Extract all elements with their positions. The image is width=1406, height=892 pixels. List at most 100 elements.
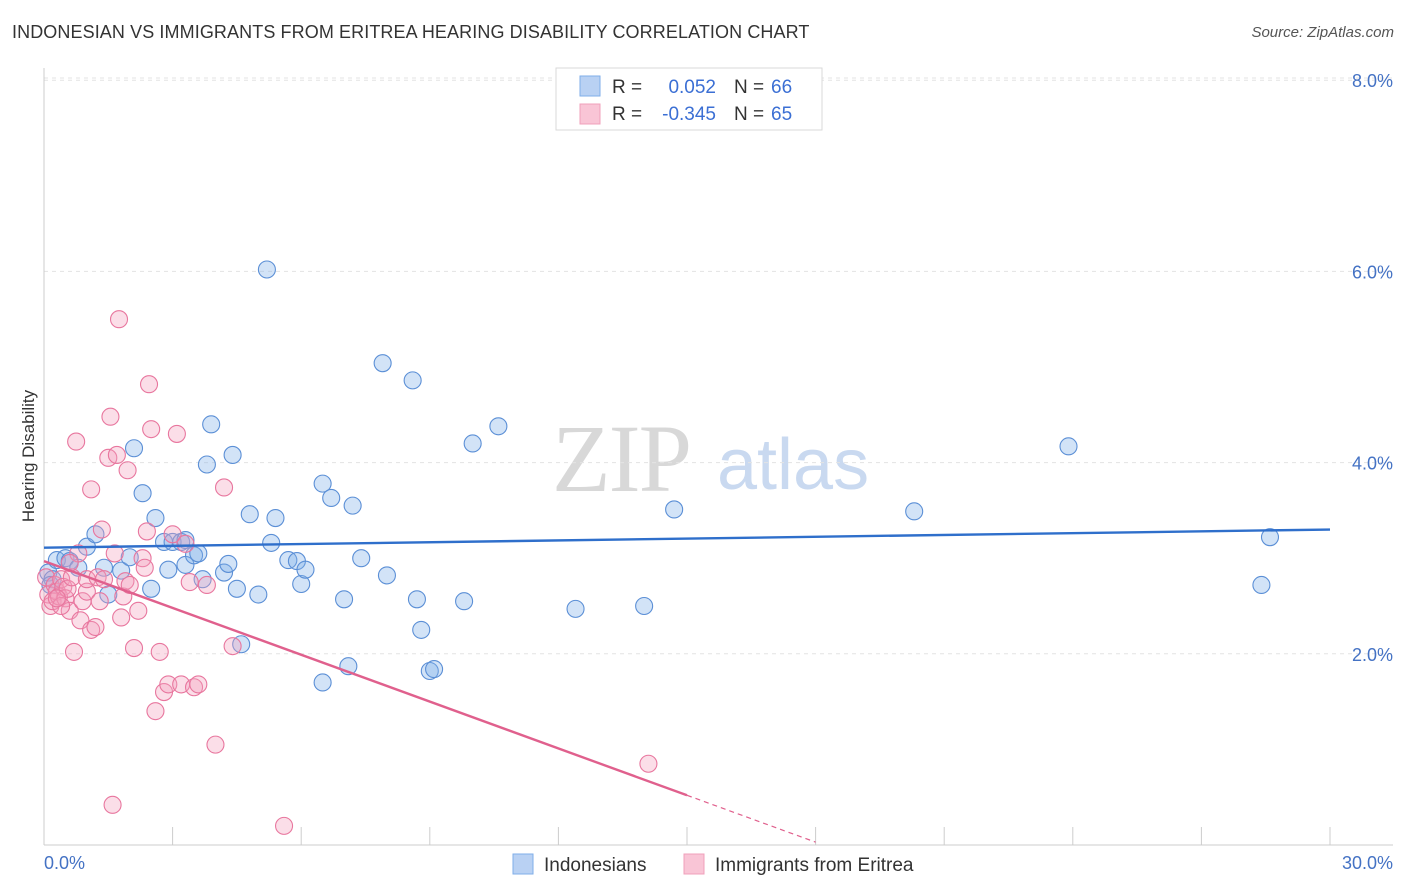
indonesian-point xyxy=(665,500,684,519)
indonesian-point xyxy=(425,660,444,679)
eritrea-point xyxy=(112,608,131,627)
eritrea-point xyxy=(82,480,101,499)
indonesian-point xyxy=(219,554,238,573)
eritrea-point xyxy=(86,617,105,637)
y-axis-label: Hearing Disability xyxy=(19,389,38,522)
indonesian-point xyxy=(292,574,311,594)
bottom-legend-swatch-indonesians xyxy=(512,853,534,875)
eritrea-point xyxy=(139,375,159,394)
indonesian-point xyxy=(257,260,276,279)
indonesian-point xyxy=(407,590,426,609)
eritrea-point xyxy=(135,558,154,577)
indonesian-point xyxy=(412,620,431,639)
indonesian-point xyxy=(463,434,482,453)
legend-box: R = 0.052 N = 66 R = -0.345 N = 65 xyxy=(555,67,823,131)
indonesian-point xyxy=(489,417,508,436)
eritrea-point xyxy=(77,582,96,601)
legend-n-value-1: 66 xyxy=(771,77,792,98)
indonesian-point xyxy=(142,579,161,598)
chart-title: INDONESIAN VS IMMIGRANTS FROM ERITREA HE… xyxy=(12,22,810,42)
eritrea-point xyxy=(146,702,165,721)
eritrea-point xyxy=(92,520,111,539)
indonesian-point xyxy=(313,474,332,493)
indonesian-point xyxy=(455,592,474,611)
eritrea-point xyxy=(275,816,294,835)
eritrea-point xyxy=(105,544,124,563)
eritrea-point xyxy=(223,637,242,656)
eritrea-point xyxy=(109,310,129,329)
watermark-zip: ZIP xyxy=(552,405,690,512)
indonesian-point xyxy=(1059,437,1078,456)
x-tick-label-max: 30.0% xyxy=(1342,853,1393,873)
legend-swatch-indonesians xyxy=(579,75,601,97)
trend-line-eritrea-extension xyxy=(686,794,816,843)
eritrea-point xyxy=(167,424,186,443)
x-tick-label-min: 0.0% xyxy=(44,853,85,873)
indonesian-point xyxy=(133,484,152,503)
eritrea-point xyxy=(197,575,216,595)
indonesian-point xyxy=(377,566,396,585)
eritrea-point xyxy=(206,735,225,754)
indonesian-point xyxy=(227,579,246,598)
y-tick-labels: 2.0% 4.0% 6.0% 8.0% xyxy=(1352,71,1393,665)
eritrea-point xyxy=(101,407,120,426)
indonesian-point xyxy=(197,455,216,474)
y-tick-label: 2.0% xyxy=(1352,645,1393,665)
indonesian-point xyxy=(202,415,221,434)
indonesian-point xyxy=(266,508,285,528)
eritrea-point xyxy=(107,445,126,465)
eritrea-point xyxy=(189,675,208,694)
indonesian-point xyxy=(635,596,654,616)
indonesian-point xyxy=(403,371,422,390)
indonesian-point xyxy=(112,561,131,580)
eritrea-point xyxy=(176,534,195,553)
trend-lines xyxy=(43,528,1331,843)
indonesian-point xyxy=(1252,575,1271,595)
eritrea-point xyxy=(47,589,66,608)
watermark-atlas: atlas xyxy=(717,425,869,505)
eritrea-point xyxy=(118,461,137,480)
legend-swatch-eritrea xyxy=(579,103,601,125)
axes xyxy=(43,68,1393,846)
indonesian-point xyxy=(146,508,165,528)
eritrea-point xyxy=(103,795,122,814)
eritrea-point xyxy=(150,642,169,661)
eritrea-point xyxy=(163,525,182,544)
indonesian-point xyxy=(566,599,585,618)
indonesian-point xyxy=(905,502,924,521)
legend-r-label-1: R = xyxy=(612,77,642,98)
legend-n-label-2: N = xyxy=(734,104,764,125)
eritrea-point xyxy=(67,432,86,451)
indonesian-point xyxy=(262,533,281,552)
indonesian-point xyxy=(159,560,178,579)
indonesian-point xyxy=(322,488,341,508)
data-points xyxy=(37,260,1280,835)
eritrea-point xyxy=(639,754,658,773)
eritrea-point xyxy=(214,478,234,497)
indonesian-point xyxy=(335,590,354,609)
eritrea-point xyxy=(137,522,156,541)
indonesian-point xyxy=(240,505,259,524)
bottom-legend-label-indonesians: Indonesians xyxy=(544,855,646,876)
trend-line-indonesians xyxy=(43,528,1331,549)
indonesian-point xyxy=(249,585,268,604)
series-eritrea xyxy=(37,310,658,835)
legend-r-value-2: -0.345 xyxy=(662,104,716,125)
indonesian-point xyxy=(1260,528,1280,547)
eritrea-point xyxy=(64,642,84,661)
eritrea-point xyxy=(142,420,161,439)
legend-n-value-2: 65 xyxy=(771,104,792,125)
source-label: Source: ZipAtlas.com xyxy=(1251,24,1394,41)
indonesian-point xyxy=(296,560,315,579)
eritrea-point xyxy=(180,573,199,592)
eritrea-point xyxy=(129,601,148,620)
indonesian-point xyxy=(214,563,234,582)
eritrea-point xyxy=(90,592,109,611)
legend-r-value-1: 0.052 xyxy=(668,77,716,98)
indonesian-point xyxy=(120,548,139,567)
indonesian-point xyxy=(313,673,332,692)
trend-line-eritrea xyxy=(43,559,688,797)
indonesian-point xyxy=(343,496,362,515)
bottom-legend-label-eritrea: Immigrants from Eritrea xyxy=(715,855,914,876)
